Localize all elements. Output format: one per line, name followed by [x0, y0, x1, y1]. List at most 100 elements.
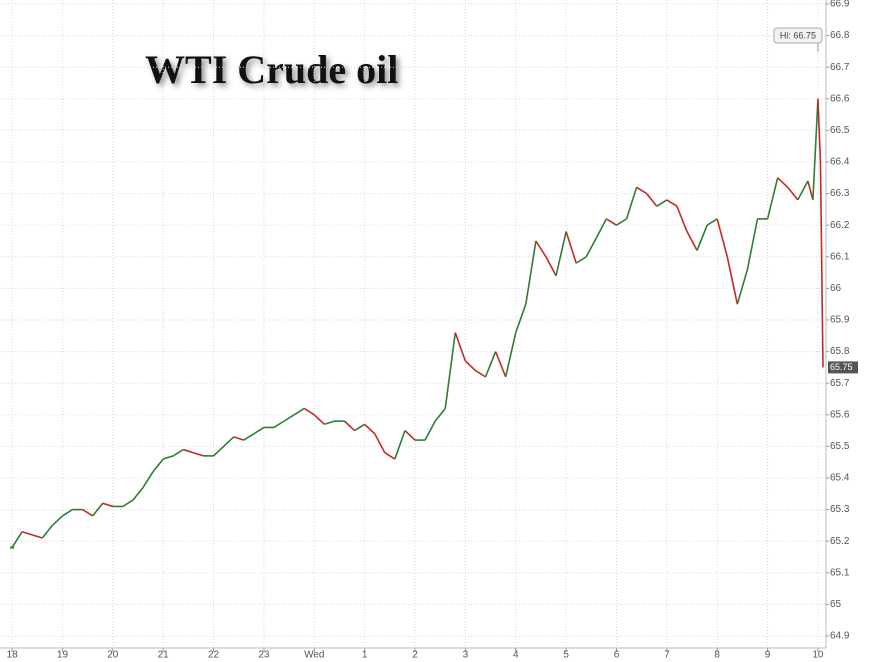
price-segment [525, 240, 537, 305]
x-tick-label: 19 [57, 650, 69, 661]
y-tick-label: 65.1 [830, 567, 850, 578]
price-segment [11, 531, 23, 548]
price-segment [142, 471, 154, 488]
x-tick-label: 10 [812, 650, 824, 661]
last-price-label: 65.75 [830, 362, 853, 372]
x-tick-label: 2 [412, 650, 418, 661]
price-segment [736, 269, 749, 305]
y-tick-label: 65.4 [830, 473, 850, 484]
chart-title: WTI Crude oil [145, 47, 398, 92]
price-segment [243, 433, 255, 441]
x-tick-label: 9 [765, 650, 771, 661]
price-segment [555, 231, 567, 276]
price-segment [324, 420, 335, 426]
price-segment [716, 218, 729, 258]
price-segment [666, 199, 678, 207]
price-segment [575, 256, 587, 264]
price-segment [31, 534, 43, 539]
price-segment [162, 455, 174, 460]
y-tick-label: 66.6 [830, 93, 850, 104]
x-tick-label: 1 [362, 650, 368, 661]
price-segment [545, 256, 557, 277]
price-segment [41, 524, 54, 539]
price-segment [102, 502, 114, 508]
price-segment [504, 332, 517, 378]
price-segment [807, 180, 814, 201]
price-segment [434, 407, 446, 422]
price-segment [787, 186, 799, 201]
price-segment [812, 98, 819, 200]
price-segment [343, 420, 356, 432]
price-segment [444, 332, 457, 409]
y-tick-label: 64.9 [830, 631, 850, 642]
price-segment [535, 240, 547, 258]
x-tick-label: 3 [463, 650, 469, 661]
x-tick-label: 8 [714, 650, 720, 661]
price-segment [223, 436, 235, 447]
price-segment [777, 177, 789, 188]
price-segment [303, 407, 315, 416]
x-tick-label: 18 [7, 650, 19, 661]
price-segment [605, 218, 617, 226]
y-tick-label: 66.2 [830, 220, 850, 231]
y-tick-label: 66.7 [830, 62, 850, 73]
y-tick-label: 66.9 [830, 0, 850, 10]
price-segment [313, 414, 325, 425]
price-segment [819, 161, 824, 368]
price-segment [766, 177, 779, 220]
y-tick-label: 65.6 [830, 409, 850, 420]
price-segment [51, 515, 64, 526]
price-segment [92, 502, 104, 517]
price-segment [283, 414, 295, 422]
price-segment [213, 445, 225, 457]
price-segment [746, 218, 759, 270]
y-tick-label: 66.8 [830, 30, 850, 41]
price-segment [726, 256, 739, 305]
y-tick-label: 66.1 [830, 251, 850, 262]
y-tick-label: 65.3 [830, 504, 850, 515]
price-segment [585, 237, 598, 258]
price-segment [464, 360, 477, 372]
y-tick-label: 65.9 [830, 315, 850, 326]
price-segment [293, 407, 305, 416]
x-tick-label: 6 [614, 650, 620, 661]
price-segment [565, 231, 577, 264]
y-tick-label: 65.8 [830, 346, 850, 357]
y-tick-label: 66.5 [830, 125, 850, 136]
price-segment [484, 351, 497, 378]
x-tick-label: 4 [513, 650, 519, 661]
last-price-box [828, 361, 858, 374]
price-segment [132, 486, 144, 501]
y-tick-label: 66.4 [830, 157, 850, 168]
price-segment [384, 452, 396, 460]
price-segment [122, 499, 134, 508]
y-tick-label: 66.3 [830, 188, 850, 199]
x-tick-label: 21 [158, 650, 170, 661]
y-tick-label: 65.5 [830, 441, 850, 452]
price-segment [514, 303, 527, 333]
price-segment [797, 180, 809, 201]
price-segment [454, 332, 467, 362]
price-segment [595, 218, 608, 239]
y-tick-label: 65.2 [830, 536, 850, 547]
annotation-box [773, 27, 823, 44]
price-segment [152, 458, 164, 473]
y-tick-label: 65 [830, 599, 842, 610]
price-segment [183, 448, 194, 454]
price-segment [616, 218, 627, 226]
y-tick-label: 66 [830, 283, 842, 294]
price-segment [686, 231, 698, 251]
price-segment [696, 224, 708, 251]
price-segment [193, 451, 204, 457]
price-segment [172, 448, 184, 457]
price-segment [62, 508, 73, 517]
price-segment [374, 433, 386, 454]
price-segment [82, 508, 94, 517]
x-tick-label: 20 [107, 650, 119, 661]
price-segment [636, 186, 648, 195]
price-segment [404, 430, 416, 441]
price-segment [656, 199, 668, 207]
x-tick-label: 7 [664, 650, 670, 661]
